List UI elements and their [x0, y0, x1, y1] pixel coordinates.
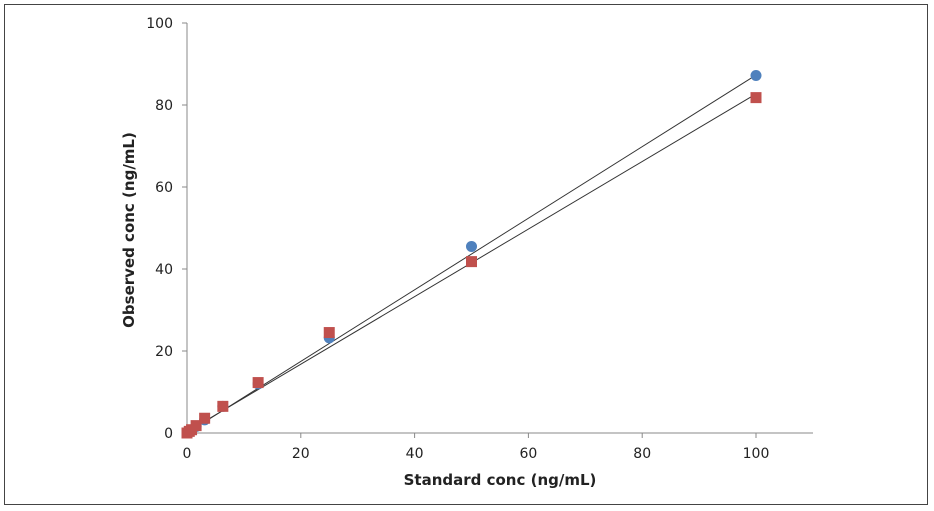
trendlines — [186, 74, 757, 434]
x-tick-label: 60 — [519, 446, 537, 462]
chart-frame — [4, 4, 928, 505]
x-tick-label: 20 — [292, 446, 310, 462]
data-point-square — [750, 92, 762, 104]
data-point-square — [190, 420, 202, 432]
x-tick-label: 100 — [743, 446, 770, 462]
data-point-square — [217, 400, 229, 412]
x-axis-label: Standard conc (ng/mL) — [404, 471, 597, 489]
axes — [186, 23, 813, 434]
y-axis-ticks: 0 20 40 60 80 100 — [146, 16, 187, 442]
x-tick-label: 80 — [633, 446, 651, 462]
data-point-square — [199, 412, 211, 424]
x-tick-label: 40 — [406, 446, 424, 462]
y-tick-label: 40 — [155, 262, 173, 278]
data-point-square — [323, 327, 335, 339]
y-axis-label: Observed conc (ng/mL) — [120, 132, 138, 328]
data-point-square — [252, 377, 264, 389]
data-points — [181, 69, 762, 439]
y-tick-label: 60 — [155, 180, 173, 196]
data-point-circle — [466, 240, 477, 252]
data-point-circle — [750, 69, 762, 81]
y-tick-label: 0 — [164, 426, 173, 442]
y-tick-label: 20 — [155, 344, 173, 360]
x-axis-ticks: 0 20 40 60 80 100 — [183, 433, 770, 462]
y-tick-label: 100 — [146, 16, 173, 32]
x-tick-label: 0 — [183, 446, 192, 462]
data-point-square — [466, 256, 477, 268]
trendline — [186, 74, 757, 434]
y-tick-label: 80 — [155, 98, 173, 114]
